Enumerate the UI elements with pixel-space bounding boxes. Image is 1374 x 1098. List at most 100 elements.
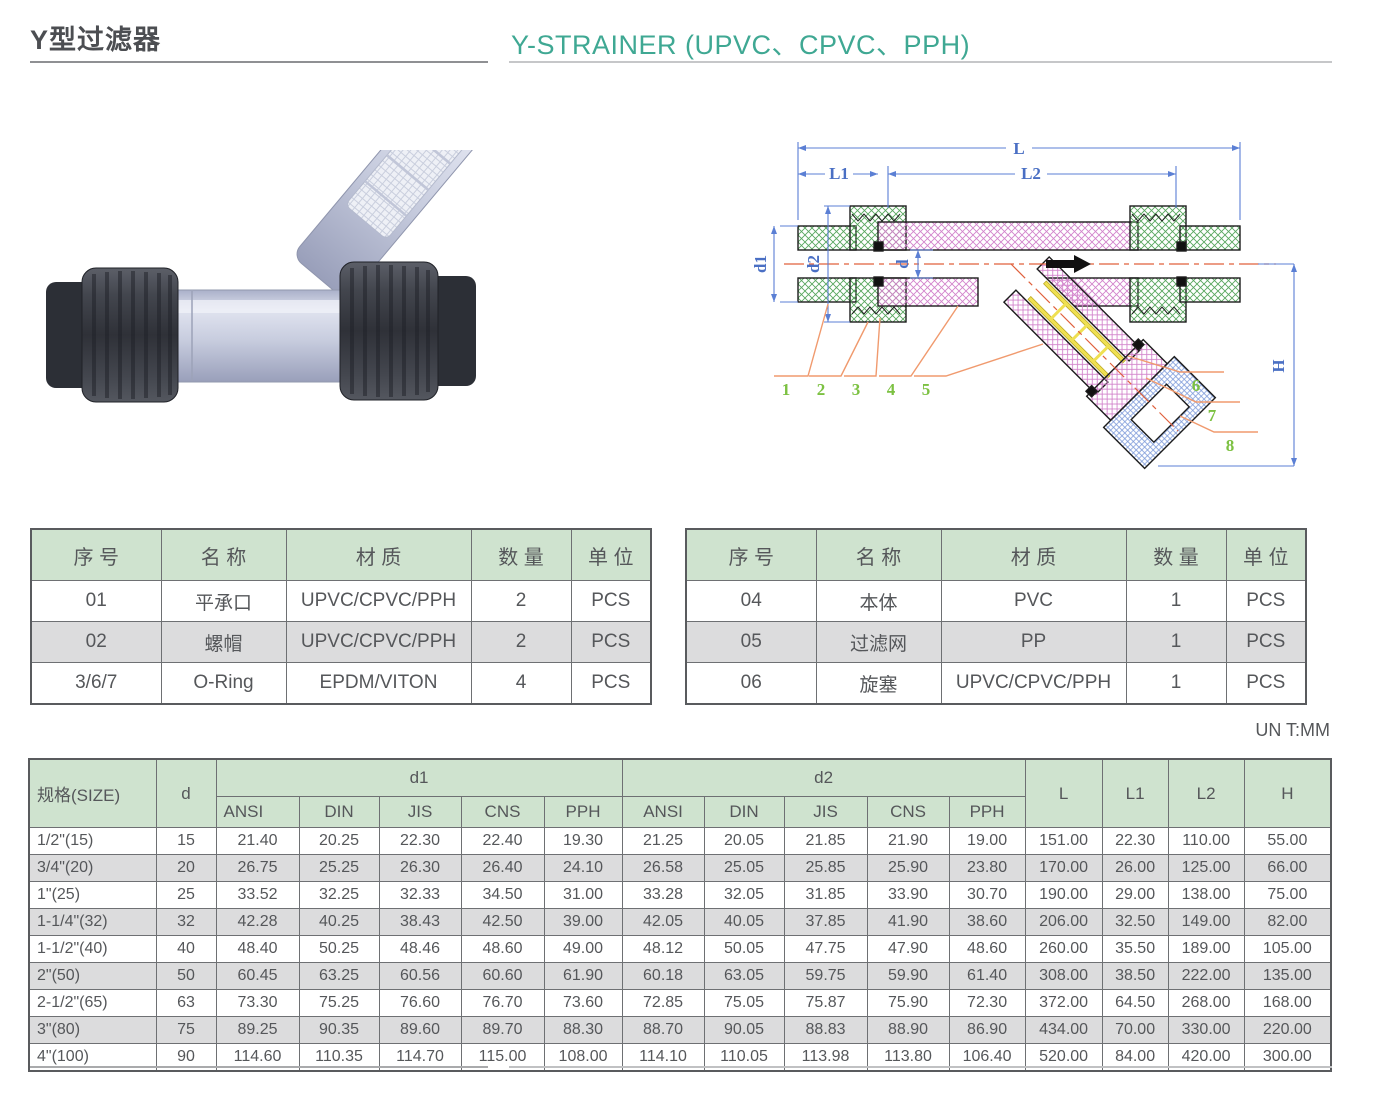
table-cell: PCS	[1225, 662, 1307, 705]
table-cell: 60.56	[378, 962, 462, 990]
table-cell: PVC	[940, 580, 1127, 622]
table-cell: 02	[30, 621, 162, 663]
footer-divider-left	[30, 1066, 488, 1068]
table-cell: 64.50	[1101, 989, 1169, 1017]
column-header: 材 质	[940, 528, 1127, 581]
part-number-5: 5	[922, 380, 931, 399]
ext-H	[1158, 263, 1294, 467]
table-cell: 20.25	[298, 827, 380, 855]
part-number-6: 6	[1192, 376, 1201, 395]
table-cell: 70.00	[1101, 1016, 1169, 1044]
column-header: 单 位	[570, 528, 652, 581]
column-header: PPH	[948, 796, 1026, 828]
table-cell: 59.90	[866, 962, 950, 990]
table-cell: 125.00	[1167, 854, 1245, 882]
table-cell: 26.75	[215, 854, 300, 882]
table-cell: UPVC/CPVC/PPH	[285, 621, 472, 663]
table-cell: 55.00	[1243, 827, 1332, 855]
table-row: 01 平承口 UPVC/CPVC/PPH 2 PCS	[30, 580, 652, 622]
table-cell: 76.60	[378, 989, 462, 1017]
column-header: DIN	[298, 796, 380, 828]
leader-6	[1127, 355, 1224, 373]
table-cell: 平承口	[160, 580, 287, 622]
page-title-english: Y-STRAINER (UPVC、CPVC、PPH)	[511, 30, 971, 60]
column-header: ANSI	[621, 796, 705, 828]
table-cell: 48.40	[215, 935, 300, 963]
valve-section	[797, 205, 1241, 323]
table-row: 06 旋塞 UPVC/CPVC/PPH 1 PCS	[685, 662, 1307, 705]
table-cell: 26.40	[460, 854, 545, 882]
parts-table-right-grid: 序 号名 称材 质数 量单 位 04 本体 PVC 1 PCS 05 过滤网 PP 1 PCS 06…	[685, 528, 1307, 705]
table-row: 1/2"(15) 15 21.40 20.25 22.30 22.40 19.30 21.25…	[28, 827, 1332, 855]
table-cell: 89.25	[215, 1016, 300, 1044]
table-cell: 06	[685, 662, 817, 705]
table-cell: 89.60	[378, 1016, 462, 1044]
body-highlight	[152, 300, 384, 313]
table-cell: 50	[155, 962, 217, 990]
table-cell: 05	[685, 621, 817, 663]
flow-arrow	[1046, 255, 1091, 273]
table-cell: 90.05	[703, 1016, 785, 1044]
table-cell: 1	[1125, 621, 1227, 663]
table-cell: 220.00	[1243, 1016, 1332, 1044]
table-cell: 31.00	[543, 881, 623, 909]
leader-8	[1179, 415, 1258, 433]
table-cell: 222.00	[1167, 962, 1245, 990]
table-cell: 48.12	[621, 935, 705, 963]
column-header: 单 位	[1225, 528, 1307, 581]
table-cell: 170.00	[1024, 854, 1103, 882]
body-wall-bottom-left	[877, 277, 979, 307]
column-header: 数 量	[1125, 528, 1227, 581]
dim-label-L: L	[1013, 139, 1024, 158]
table-cell: 32.33	[378, 881, 462, 909]
table-cell: 75.25	[298, 989, 380, 1017]
table-cell: 434.00	[1024, 1016, 1103, 1044]
table-cell: 42.28	[215, 908, 300, 936]
table-cell: 372.00	[1024, 989, 1103, 1017]
left-socket-top	[797, 225, 857, 251]
table-row: 1-1/4"(32) 32 42.28 40.25 38.43 42.50 39.00 42.…	[28, 908, 1332, 936]
table-cell: 49.00	[543, 935, 623, 963]
column-header: 名 称	[160, 528, 287, 581]
table-cell: 88.30	[543, 1016, 623, 1044]
table-cell: 48.46	[378, 935, 462, 963]
table-cell: 73.30	[215, 989, 300, 1017]
table-cell: 168.00	[1243, 989, 1332, 1017]
table-cell: 75.90	[866, 989, 950, 1017]
body-wall-top	[877, 221, 1139, 251]
table-cell: 38.60	[948, 908, 1026, 936]
table-row: 1"(25) 25 33.52 32.25 32.33 34.50 31.00 33.28 32…	[28, 881, 1332, 909]
group-header-row: 规格(SIZE) d d1 d2 L L1 L2 H	[28, 758, 1332, 828]
table-cell: 25.90	[866, 854, 950, 882]
table-cell: 26.00	[1101, 854, 1169, 882]
table-cell: PCS	[570, 662, 652, 705]
table-cell: 268.00	[1167, 989, 1245, 1017]
table-cell: 2-1/2"(65)	[28, 989, 157, 1017]
table-cell: 24.10	[543, 854, 623, 882]
table-cell: 42.50	[460, 908, 545, 936]
column-header: JIS	[783, 796, 868, 828]
right-thread-top	[1131, 213, 1181, 222]
leader-7	[1145, 377, 1240, 403]
left-nut-ribs	[92, 271, 172, 399]
table-cell: O-Ring	[160, 662, 287, 705]
table-cell: 26.30	[378, 854, 462, 882]
table-cell: 40.25	[298, 908, 380, 936]
oring-left-top	[873, 241, 884, 252]
table-cell: 73.60	[543, 989, 623, 1017]
table-cell: 2	[470, 580, 572, 622]
table-cell: PCS	[1225, 580, 1307, 622]
table-cell: 19.00	[948, 827, 1026, 855]
table-row: 02 螺帽 UPVC/CPVC/PPH 2 PCS	[30, 621, 652, 663]
oring-branch-right	[1131, 337, 1145, 352]
table-cell: 75	[155, 1016, 217, 1044]
table-cell: 89.70	[460, 1016, 545, 1044]
table-cell: 50.25	[298, 935, 380, 963]
centerline-branch	[1010, 263, 1179, 432]
header-divider-right	[509, 61, 1332, 63]
table-cell: 37.85	[783, 908, 868, 936]
mesh-bands	[364, 150, 452, 217]
right-nut-ribs	[350, 265, 430, 397]
table-cell: 40.05	[703, 908, 785, 936]
